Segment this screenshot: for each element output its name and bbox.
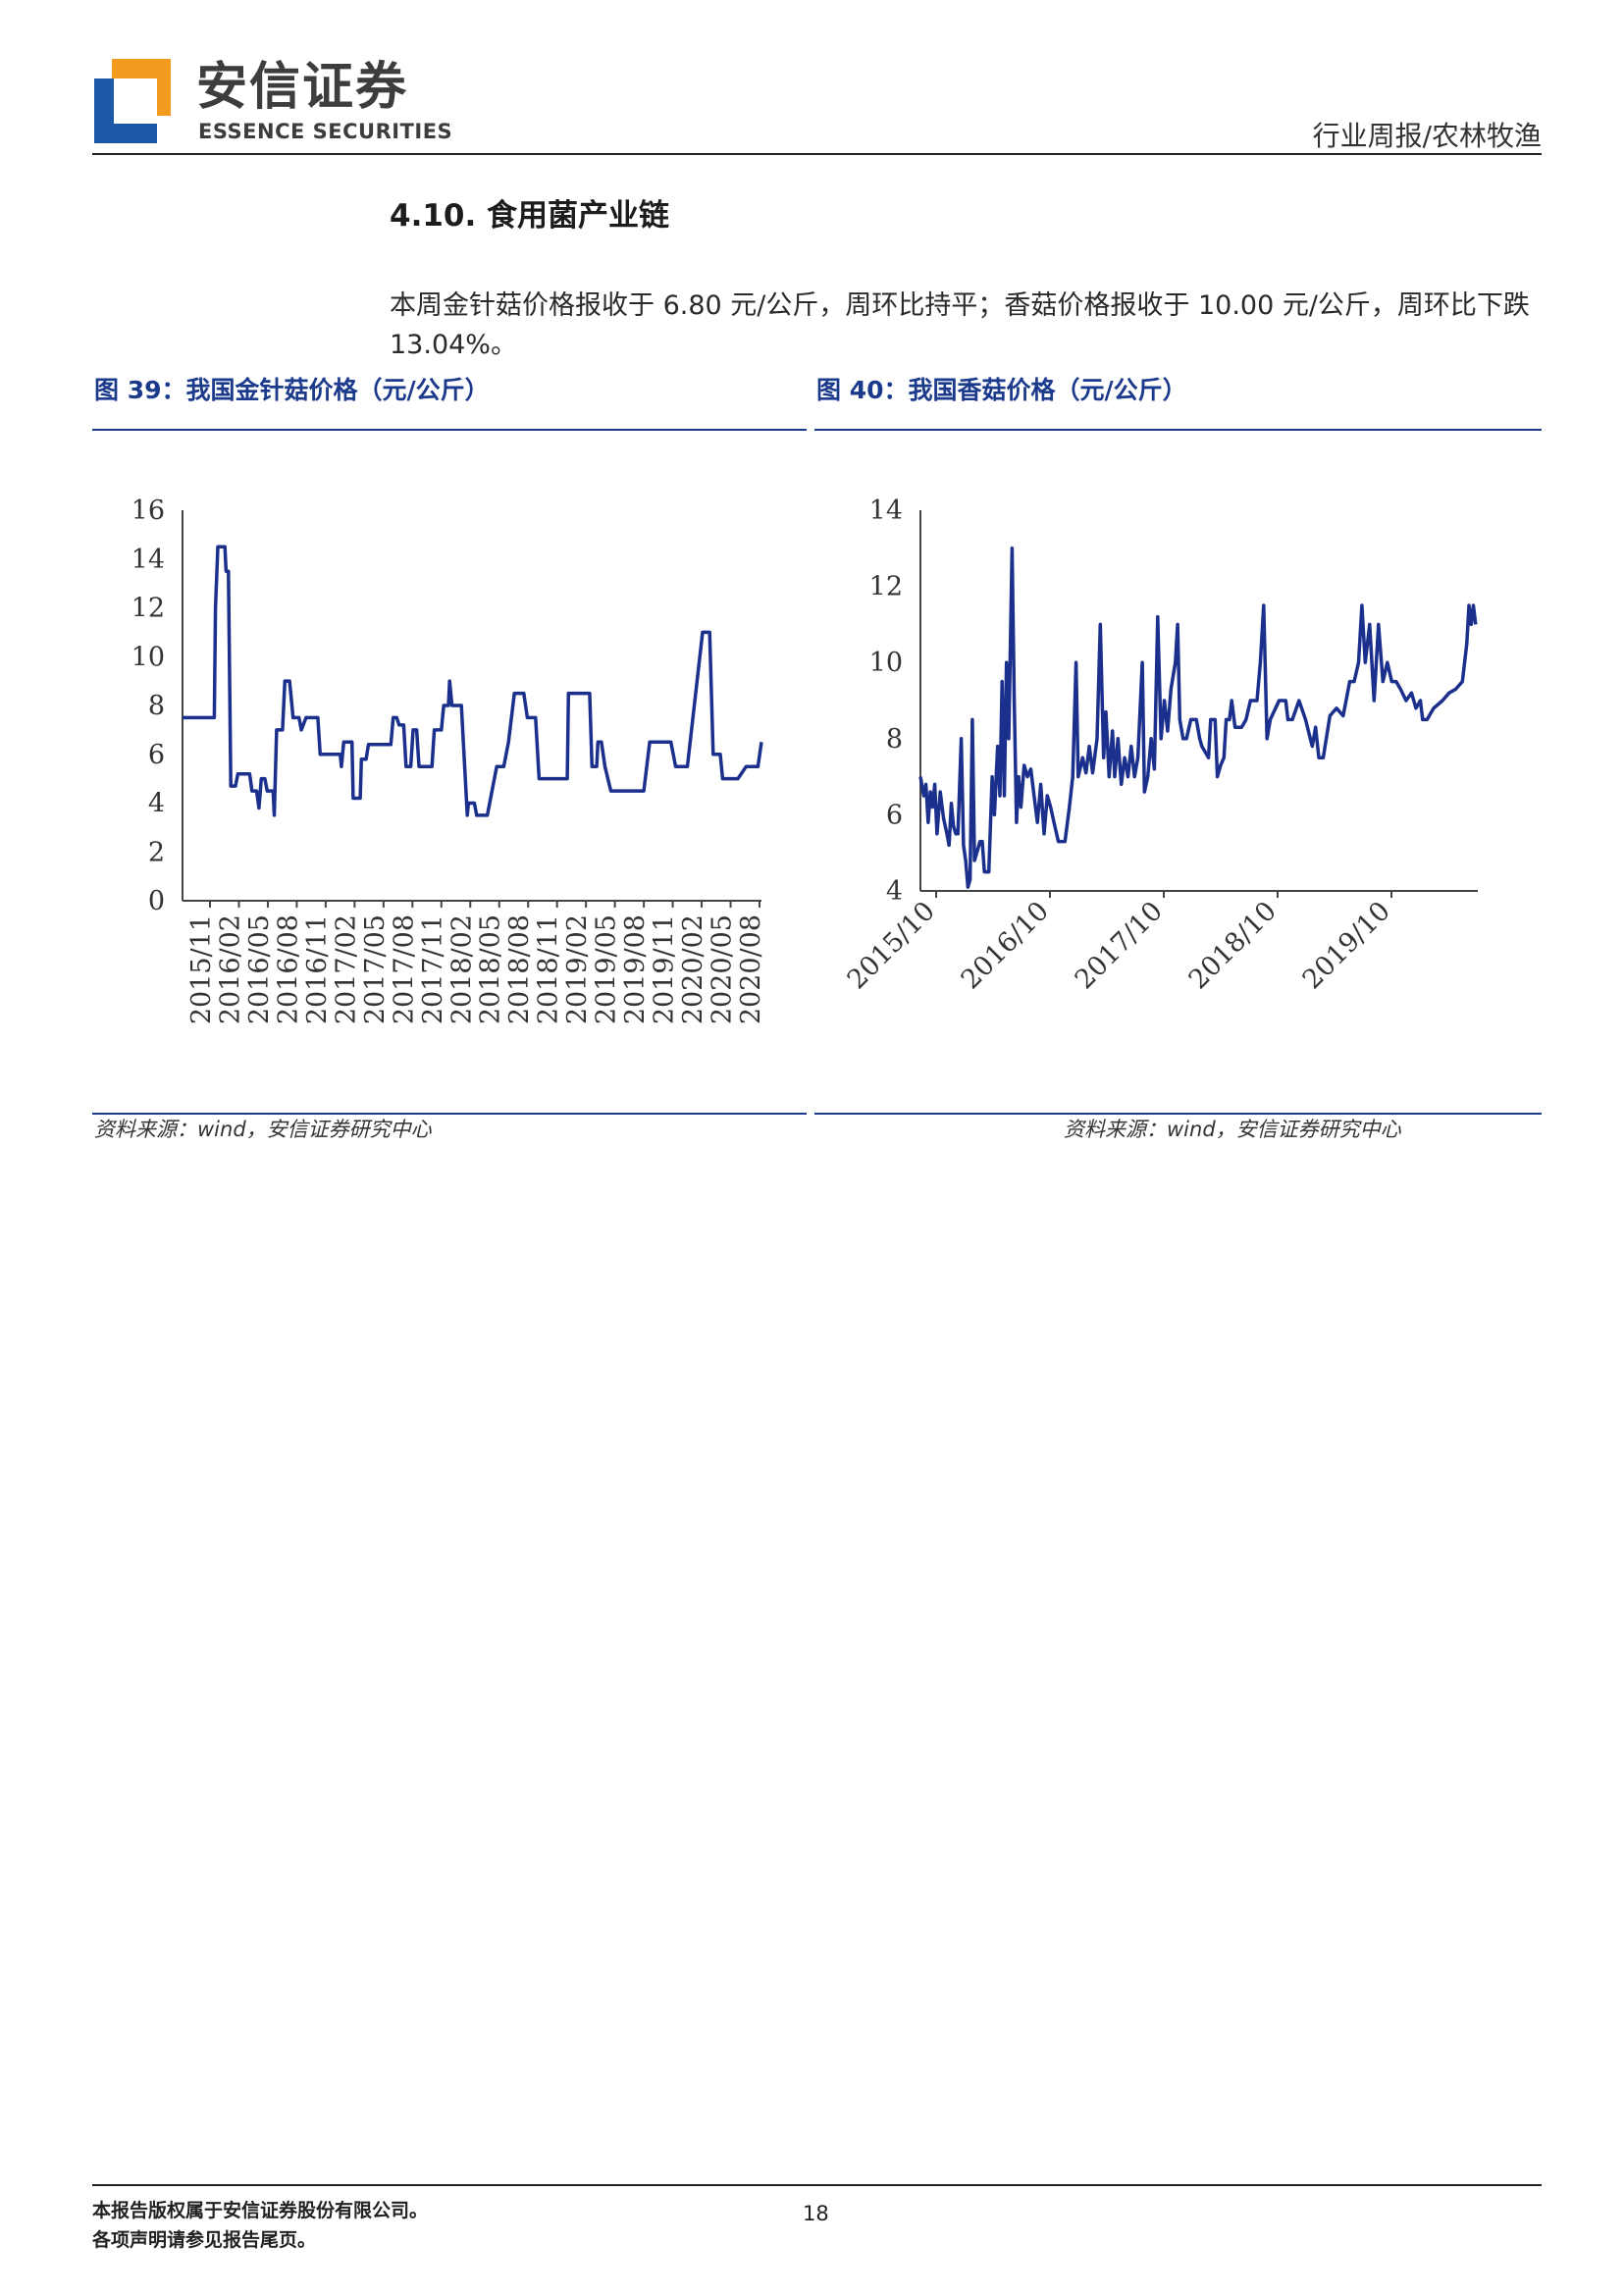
x-tick-label: 2016/08 [273, 914, 303, 1024]
price-series-line [183, 545, 763, 817]
x-tick-label: 2018/11 [534, 914, 564, 1024]
section-title: 4.10. 食用菌产业链 [390, 198, 670, 234]
x-tick-label: 2016/05 [244, 914, 275, 1024]
y-tick-label: 6 [148, 740, 165, 770]
price-series-line [918, 547, 1478, 889]
figure-40-top-rule [814, 429, 1542, 431]
brand-name-en: ESSENCE SECURITIES [198, 120, 453, 143]
figure-39-source: 资料来源：wind，安信证券研究中心 [94, 1118, 432, 1141]
x-tick-label: 2019/02 [562, 914, 593, 1024]
y-tick-label: 14 [131, 545, 165, 575]
company-logo [94, 59, 171, 143]
y-tick-label: 4 [148, 789, 165, 819]
disclaimer-notice: 各项声明请参见报告尾页。 [92, 2229, 317, 2251]
brand-name-cn: 安信证券 [196, 58, 409, 117]
report-type: 行业周报/农林牧渔 [1312, 120, 1542, 152]
x-tick-label: 2017/11 [418, 914, 448, 1024]
y-tick-label: 0 [148, 886, 165, 916]
figure-39-bottom-rule [92, 1113, 807, 1115]
x-tick-label: 2020/02 [678, 914, 708, 1024]
figure-40-source: 资料来源：wind，安信证券研究中心 [1064, 1118, 1401, 1141]
figure-40-bottom-rule [814, 1113, 1542, 1115]
figure-39-top-rule [92, 429, 807, 431]
x-tick-label: 2015/11 [186, 914, 217, 1024]
footer-divider [92, 2184, 1542, 2186]
x-tick-label: 2017/10 [1070, 896, 1169, 995]
enoki-price-chart: 0 2 4 6 8 10 12 14 16 2015/112016/022016/052016/0… [131, 496, 766, 1024]
x-tick-label: 2016/10 [956, 896, 1055, 995]
x-tick-label: 2018/10 [1183, 896, 1283, 995]
y-tick-label: 2 [148, 837, 165, 867]
x-tick-label: 2020/05 [707, 914, 738, 1024]
y-tick-label: 14 [869, 496, 903, 526]
x-tick-label: 2016/11 [302, 914, 333, 1024]
x-tick-label: 2019/05 [592, 914, 622, 1024]
figure-40-title: 图 40：我国香菇价格（元/公斤） [816, 376, 1187, 404]
x-tick-label: 2016/02 [215, 914, 245, 1024]
y-tick-label: 10 [869, 648, 903, 678]
header-divider [92, 153, 1542, 155]
copyright-notice: 本报告版权属于安信证券股份有限公司。 [92, 2200, 429, 2221]
x-tick-label: 2019/11 [650, 914, 680, 1024]
x-tick-label: 2017/02 [331, 914, 361, 1024]
y-tick-label: 12 [131, 594, 165, 624]
x-tick-label: 2019/08 [620, 914, 651, 1024]
y-tick-label: 16 [131, 496, 165, 526]
intro-paragraph: 本周金针菇价格报收于 6.80 元/公斤，周环比持平；香菇价格报收于 10.00… [390, 290, 1530, 360]
y-tick-label: 12 [869, 572, 903, 602]
y-tick-label: 8 [148, 691, 165, 721]
shiitake-price-chart: 4 6 8 10 12 14 2015/10 2016/10 2017/10 2018/10 201… [842, 496, 1478, 995]
page-number: 18 [803, 2202, 829, 2225]
y-tick-label: 4 [886, 876, 903, 907]
x-tick-label: 2018/08 [504, 914, 535, 1024]
x-tick-label: 2017/08 [389, 914, 419, 1024]
y-tick-label: 10 [131, 642, 165, 672]
x-tick-label: 2018/05 [476, 914, 506, 1024]
y-tick-label: 8 [886, 724, 903, 755]
x-tick-label: 2019/10 [1297, 896, 1396, 995]
x-tick-label: 2018/02 [446, 914, 477, 1024]
y-tick-label: 6 [886, 800, 903, 830]
x-tick-label: 2015/10 [842, 896, 941, 995]
figure-39-title: 图 39：我国金针菇价格（元/公斤） [94, 376, 490, 404]
x-tick-label: 2020/08 [736, 914, 766, 1024]
x-tick-label: 2017/05 [360, 914, 391, 1024]
